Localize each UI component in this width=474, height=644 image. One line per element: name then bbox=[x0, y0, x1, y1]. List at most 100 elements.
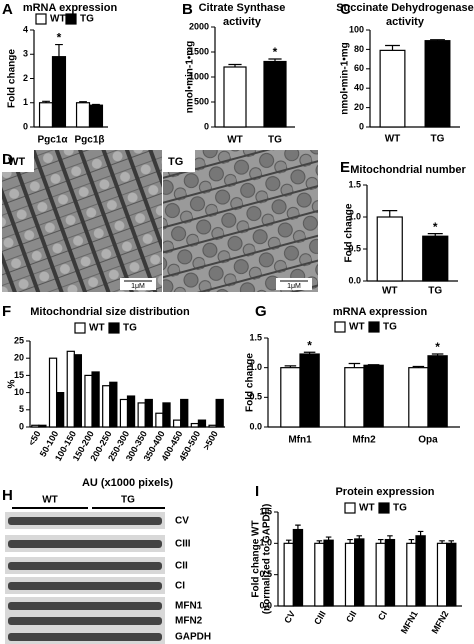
y-axis-label: % bbox=[7, 379, 18, 388]
legend-label: WT bbox=[349, 322, 365, 333]
bar bbox=[280, 367, 301, 428]
error-bar bbox=[439, 540, 445, 544]
bar bbox=[109, 381, 118, 428]
bar bbox=[172, 419, 182, 428]
error-bar bbox=[284, 365, 297, 368]
bar bbox=[91, 371, 100, 428]
error-bar bbox=[285, 539, 292, 544]
chart-title: Mitochondrial number bbox=[350, 164, 466, 176]
error-bar bbox=[228, 63, 242, 67]
bar bbox=[75, 102, 91, 128]
y-tick-label: 1500 bbox=[189, 46, 209, 56]
bar bbox=[363, 364, 384, 428]
y-tick-label: 0 bbox=[23, 121, 28, 131]
chart-title: Mitochondrial size distribution bbox=[30, 306, 190, 318]
bar bbox=[408, 367, 429, 428]
x-tick-label: Mfn1 bbox=[288, 435, 312, 446]
bar bbox=[406, 542, 417, 607]
error-bar bbox=[408, 538, 415, 544]
x-tick-label: WT bbox=[227, 135, 243, 146]
x-tick-label: MFN2 bbox=[430, 609, 451, 635]
y-tick-label: 0.5 bbox=[249, 392, 262, 402]
blot-band bbox=[8, 617, 162, 625]
bar bbox=[436, 542, 448, 607]
y-tick-label: 2 bbox=[23, 73, 28, 83]
error-bar bbox=[268, 58, 282, 62]
legend-label: TG bbox=[80, 14, 94, 25]
bar bbox=[424, 40, 451, 128]
y-axis-label: nmol•min-1•mg bbox=[185, 41, 196, 114]
significance: * bbox=[433, 220, 438, 234]
panel-label: G bbox=[255, 303, 267, 320]
bar bbox=[263, 60, 287, 128]
legend-swatch bbox=[108, 322, 120, 334]
scale-label: 1μM bbox=[131, 283, 145, 290]
bar bbox=[48, 357, 58, 428]
y-axis-label: Fold change bbox=[245, 353, 256, 412]
bar bbox=[422, 235, 449, 282]
bar bbox=[73, 354, 83, 428]
panel-label: I bbox=[255, 483, 259, 500]
bar bbox=[66, 350, 75, 428]
chart-title: activity bbox=[223, 16, 262, 28]
x-tick-label: CV bbox=[282, 609, 297, 625]
blot-band bbox=[8, 602, 162, 610]
blot-row-label: MFN1 bbox=[175, 601, 203, 612]
y-tick-label: 1000 bbox=[189, 71, 209, 81]
x-tick-label: Mfn2 bbox=[352, 435, 376, 446]
blot-row-label: MFN2 bbox=[175, 616, 203, 627]
bar bbox=[126, 395, 136, 428]
blot-row-label: CII bbox=[175, 561, 188, 572]
legend-label: WT bbox=[50, 14, 66, 25]
x-tick-label: WT bbox=[385, 134, 401, 145]
y-tick-label: 1.5 bbox=[249, 332, 262, 342]
y-tick-label: 0 bbox=[19, 421, 24, 431]
blot-band bbox=[8, 562, 162, 570]
micrograph-wt bbox=[2, 150, 162, 292]
bar bbox=[292, 528, 304, 607]
micrograph-label: WT bbox=[8, 156, 25, 168]
x-tick-label: <50 bbox=[26, 429, 42, 447]
error-bar bbox=[92, 103, 100, 106]
legend-swatch bbox=[368, 321, 380, 333]
scale-label: 1μM bbox=[287, 283, 301, 290]
error-bar bbox=[367, 364, 380, 366]
bar bbox=[384, 538, 396, 607]
chart-title: mRNA expression bbox=[333, 306, 428, 318]
y-tick-label: 40 bbox=[354, 83, 364, 93]
y-tick-label: 0.5 bbox=[348, 243, 361, 253]
y-tick-label: 0.0 bbox=[249, 421, 262, 431]
bar bbox=[427, 355, 448, 428]
bar bbox=[415, 535, 426, 607]
bar bbox=[55, 392, 65, 428]
y-tick-label: 80 bbox=[354, 44, 364, 54]
panel-label: E bbox=[340, 159, 350, 176]
bar bbox=[208, 424, 217, 428]
legend-label: WT bbox=[89, 323, 105, 334]
legend-swatch bbox=[378, 502, 390, 514]
bar bbox=[375, 542, 386, 607]
legend-swatch bbox=[65, 13, 77, 25]
error-bar bbox=[347, 538, 353, 544]
bar bbox=[376, 216, 403, 282]
bar bbox=[223, 66, 247, 128]
label-box bbox=[163, 150, 195, 172]
y-axis-label: Fold change WT bbox=[251, 520, 262, 597]
x-tick-label: Pgc1α bbox=[37, 135, 68, 146]
y-tick-label: 2000 bbox=[189, 21, 209, 31]
bar bbox=[344, 367, 365, 428]
legend-label: TG bbox=[123, 323, 137, 334]
y-axis-label: nmol•min-1•mg bbox=[340, 42, 351, 115]
error-bar bbox=[325, 536, 332, 541]
bar bbox=[379, 49, 406, 128]
bar bbox=[190, 422, 200, 428]
y-tick-label: 1.0 bbox=[259, 538, 272, 548]
y-tick-label: 100 bbox=[349, 24, 364, 34]
bar bbox=[88, 104, 104, 128]
x-tick-label: CII bbox=[344, 609, 358, 624]
bar bbox=[84, 374, 93, 428]
blot-band bbox=[8, 633, 162, 641]
error-bar bbox=[427, 233, 443, 237]
y-tick-label: 15 bbox=[14, 370, 24, 380]
